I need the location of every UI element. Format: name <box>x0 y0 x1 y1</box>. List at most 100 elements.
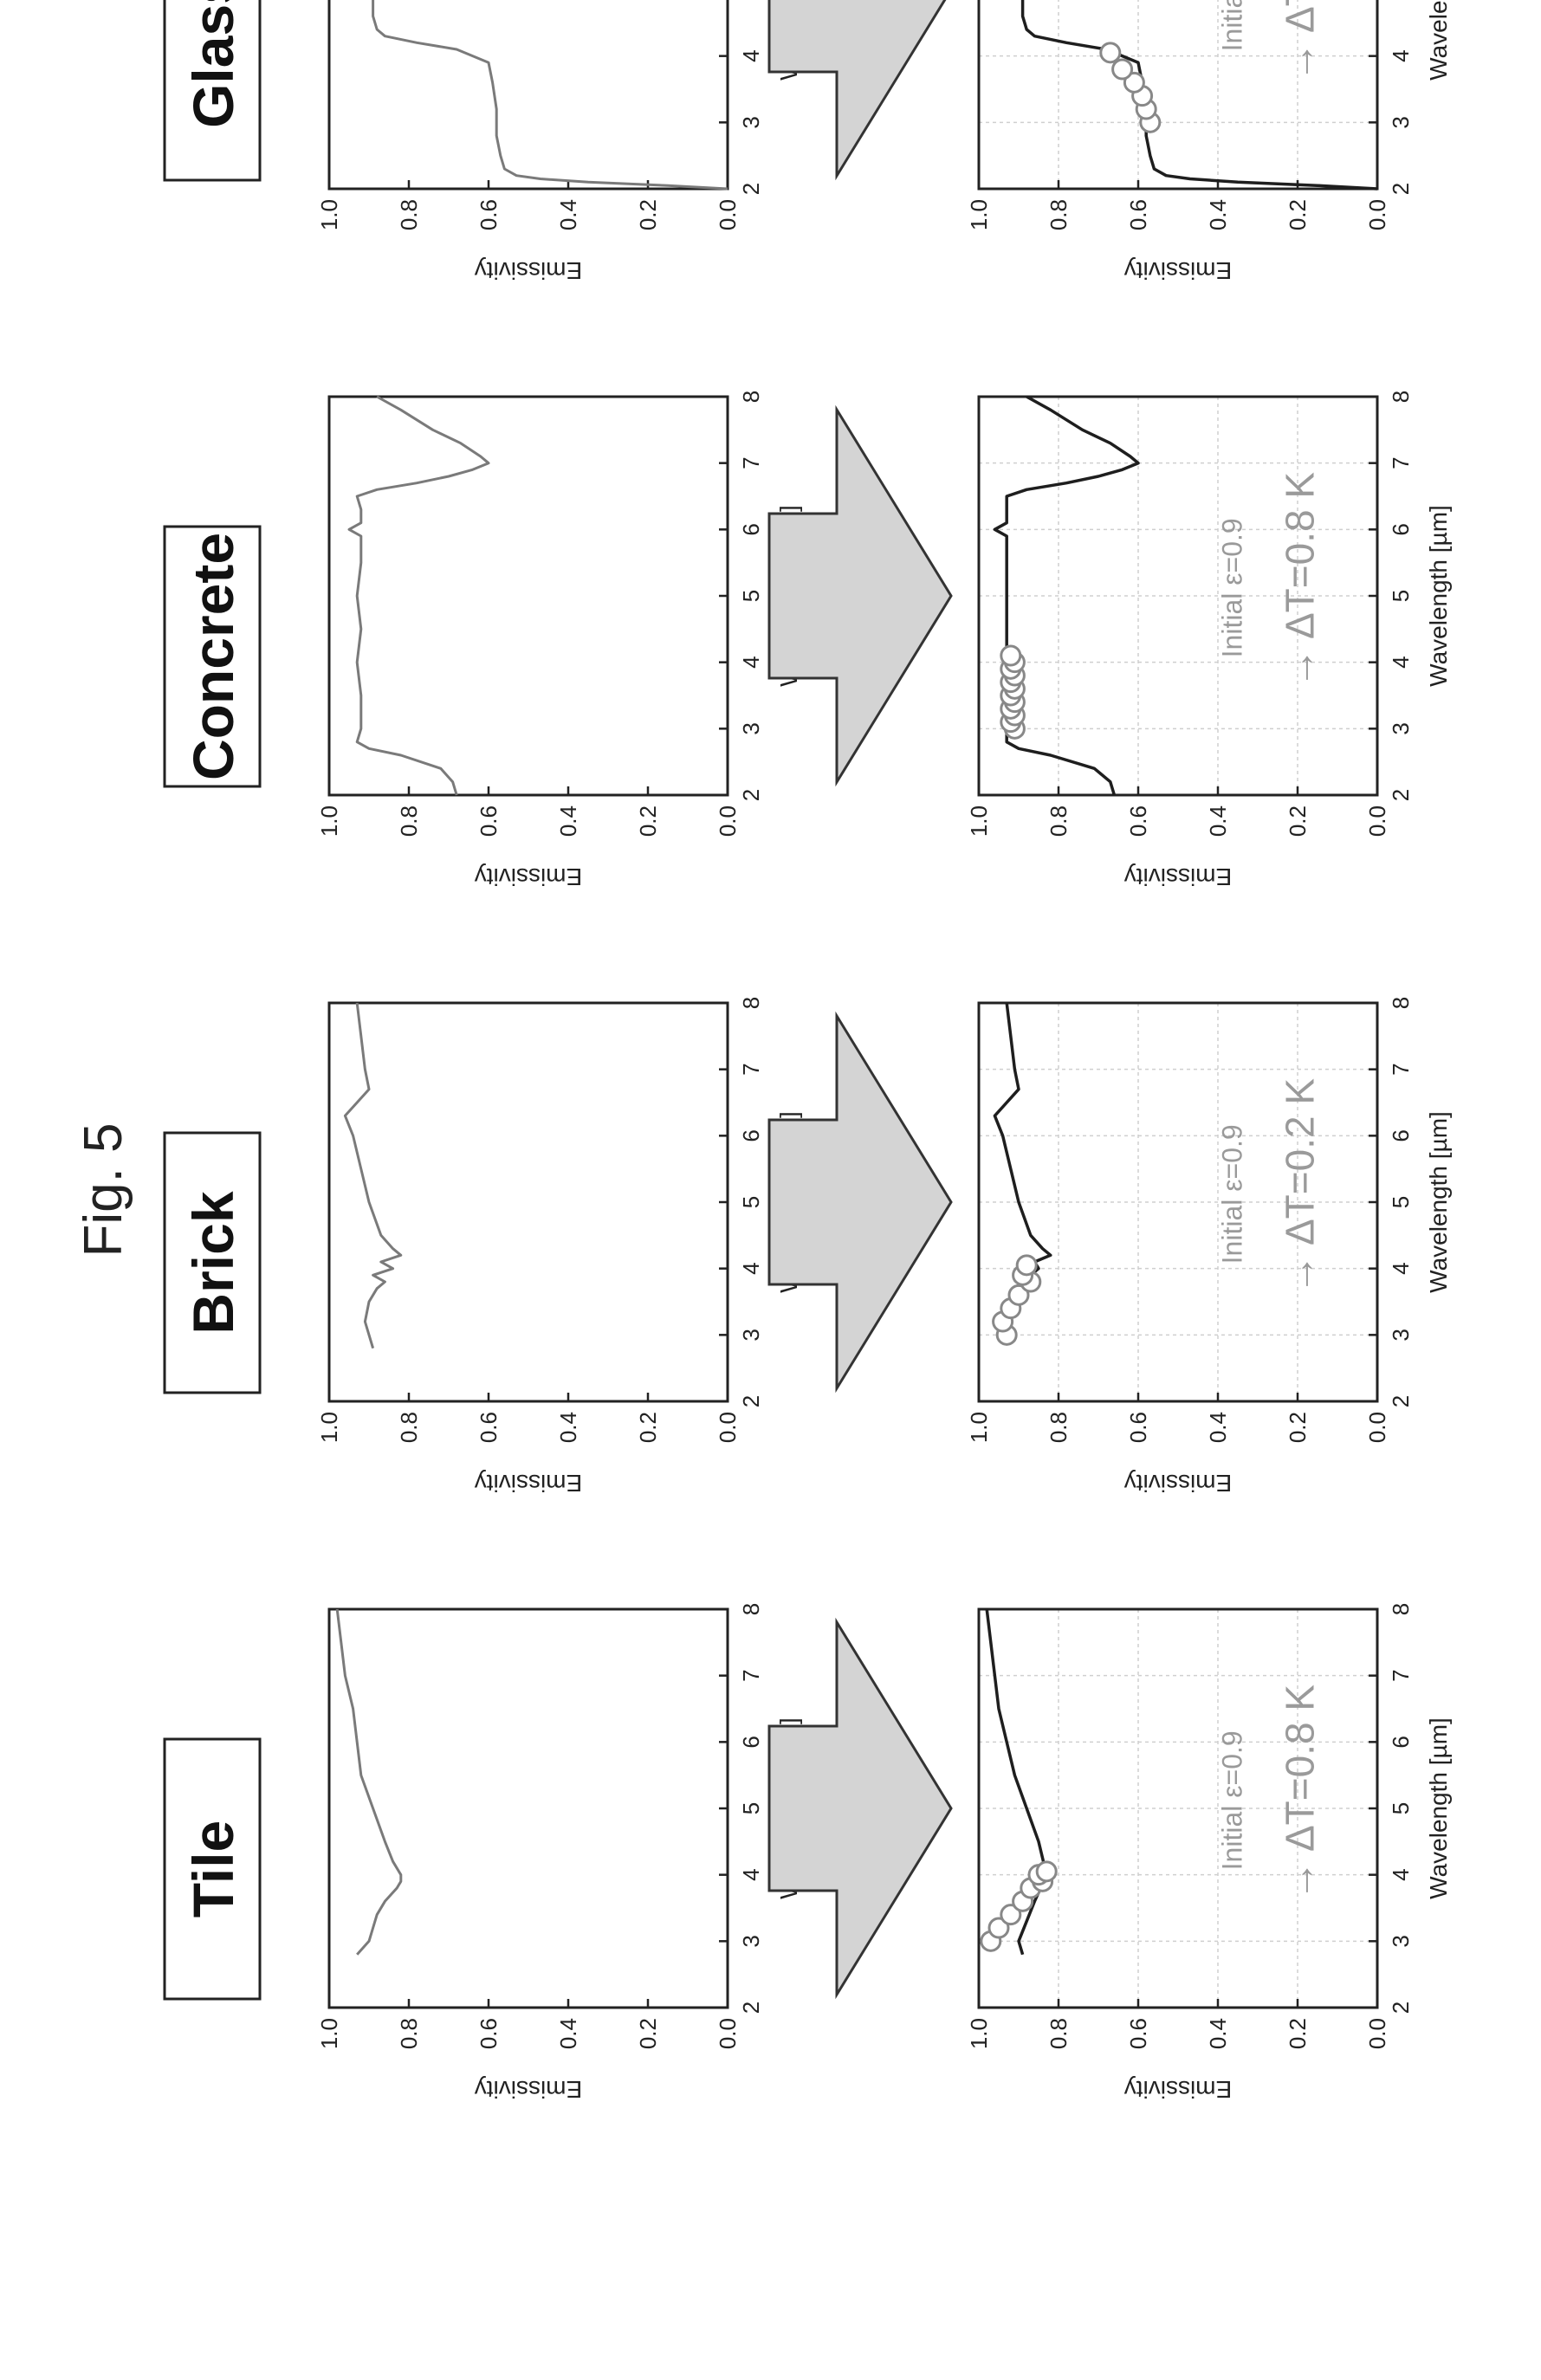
brick-top-ylabel: Emissivity <box>475 1470 582 1497</box>
concrete-annotation-initial: Initial ε=0.9 <box>1217 518 1248 657</box>
brick-top-xtick-label-4: 6 <box>738 1129 764 1141</box>
column-concrete: Concrete 2 3 4 5 6 7 8 0.0 0.2 0.4 0.6 0.8 1.0 Wavelen… <box>163 391 1452 890</box>
glass-circle-5 <box>1099 42 1122 64</box>
brick-bot-ytick-label-1: 0.2 <box>1285 1412 1311 1443</box>
tile-bot-xtick-label-3: 5 <box>1388 1802 1414 1814</box>
tile-top-xtick-label-3: 5 <box>738 1802 764 1814</box>
glass-annotation-initial: Initial ε=0.6 <box>1217 0 1248 51</box>
brick-circle-6 <box>1015 1254 1038 1277</box>
tile-bot-xtick-label-2: 4 <box>1388 1868 1414 1880</box>
glass-bot-ytick-label-0: 0.0 <box>1364 199 1390 230</box>
concrete-circle-11 <box>1000 644 1022 667</box>
glass-top-ytick-label-3: 0.6 <box>476 199 502 230</box>
glass-top-ytick-label-0: 0.0 <box>715 199 741 230</box>
concrete-bot-ytick-label-4: 0.8 <box>1046 805 1072 837</box>
brick-bot-xtick-label-0: 2 <box>1388 1395 1414 1407</box>
glass-bot-axes-frame <box>977 0 1379 191</box>
tile-top-xtick-label-5: 7 <box>738 1669 764 1681</box>
glass-label: Glass <box>181 0 245 128</box>
column-brick: Brick 2 3 4 5 6 7 8 0.0 0.2 0.4 0.6 0.8 1.0 Wavelength… <box>163 997 1452 1497</box>
concrete-bot-ytick-label-3: 0.6 <box>1125 805 1151 837</box>
tile-bot-xtick-label-1: 3 <box>1388 1935 1414 1947</box>
concrete-label: Concrete <box>181 533 245 780</box>
concrete-bot-xtick-label-0: 2 <box>1388 789 1414 801</box>
figure-title: Fig. 5 <box>74 1122 133 1257</box>
concrete-top-xtick-label-0: 2 <box>738 789 764 801</box>
brick-top-ytick-label-2: 0.4 <box>555 1412 581 1443</box>
brick-annotation-delta: → ΔT=0.2 K <box>1277 1078 1322 1295</box>
tile-bot-ytick-label-2: 0.4 <box>1205 2018 1231 2049</box>
tile-fitted-line <box>985 1608 1048 1956</box>
concrete-bot-xtick-label-4: 6 <box>1388 523 1414 535</box>
brick-fitted-line <box>993 1002 1052 1283</box>
brick-fitted-plot: 2 3 4 5 6 7 8 0.0 0.2 0.4 0.6 0.8 1.0 Wavelength [µm]… <box>966 997 1452 1497</box>
glass-bot-xtick-label-2: 4 <box>1388 49 1414 61</box>
brick-bot-ytick-label-0: 0.0 <box>1364 1412 1390 1443</box>
concrete-bot-ytick-label-5: 1.0 <box>966 805 992 837</box>
brick-top-xtick-label-6: 8 <box>738 997 764 1009</box>
material-columns: Tile 2 3 4 5 6 7 8 0.0 0.2 0.4 0.6 0.8 1.0 Wavelength … <box>163 0 1452 2103</box>
tile-top-xtick-label-6: 8 <box>738 1603 764 1615</box>
brick-label: Brick <box>181 1191 245 1334</box>
glass-bot-ytick-label-4: 0.8 <box>1046 199 1072 230</box>
tile-bot-xtick-label-0: 2 <box>1388 2002 1414 2014</box>
concrete-annotation-delta: → ΔT=0.8 K <box>1277 472 1322 689</box>
tile-bot-ytick-label-1: 0.2 <box>1285 2018 1311 2049</box>
tile-bot-ytick-label-5: 1.0 <box>966 2018 992 2049</box>
glass-circle-3 <box>1123 71 1145 94</box>
concrete-bot-xtick-label-2: 4 <box>1388 656 1414 668</box>
tile-fitted-plot: 2 3 4 5 6 7 8 0.0 0.2 0.4 0.6 0.8 1.0 Wavelength [µm]… <box>966 1603 1452 2103</box>
tile-label: Tile <box>181 1821 245 1918</box>
glass-top-ytick-label-4: 0.8 <box>396 199 422 230</box>
brick-top-ytick-label-0: 0.0 <box>715 1412 741 1443</box>
concrete-measured-line <box>347 395 490 796</box>
concrete-top-xtick-label-6: 8 <box>738 391 764 403</box>
concrete-bot-ylabel: Emissivity <box>1124 863 1232 890</box>
brick-top-xtick-label-1: 3 <box>738 1329 764 1341</box>
concrete-bot-xtick-label-5: 7 <box>1388 456 1414 469</box>
tile-annotation-initial: Initial ε=0.9 <box>1217 1730 1248 1870</box>
tile-bot-xlabel: Wavelength [µm] <box>1425 1717 1452 1899</box>
glass-bot-ytick-label-5: 1.0 <box>966 199 992 230</box>
tile-bot-xtick-label-6: 8 <box>1388 1603 1414 1615</box>
tile-bot-ylabel: Emissivity <box>1124 2076 1232 2103</box>
brick-bot-ylabel: Emissivity <box>1124 1470 1232 1497</box>
concrete-top-ytick-label-1: 0.2 <box>635 805 661 837</box>
tile-bot-ytick-label-3: 0.6 <box>1125 2018 1151 2049</box>
tile-top-ytick-label-0: 0.0 <box>715 2018 741 2049</box>
brick-bot-xlabel: Wavelength [µm] <box>1425 1111 1452 1293</box>
tile-bot-xtick-label-4: 6 <box>1388 1736 1414 1748</box>
tile-top-xtick-label-1: 3 <box>738 1935 764 1947</box>
brick-top-axes-frame <box>327 1001 729 1403</box>
glass-top-xtick-label-0: 2 <box>738 183 764 195</box>
brick-bot-ytick-label-2: 0.4 <box>1205 1412 1231 1443</box>
glass-top-axes-frame <box>327 0 729 191</box>
brick-bot-ytick-label-4: 0.8 <box>1046 1412 1072 1443</box>
tile-circle-7 <box>1035 1860 1058 1883</box>
glass-bot-ytick-label-2: 0.4 <box>1205 199 1231 230</box>
tile-top-ytick-label-3: 0.6 <box>476 2018 502 2049</box>
glass-bot-ytick-label-1: 0.2 <box>1285 199 1311 230</box>
brick-arrow <box>767 1011 953 1394</box>
brick-bot-ytick-label-5: 1.0 <box>966 1412 992 1443</box>
concrete-bot-ytick-label-2: 0.4 <box>1205 805 1231 837</box>
brick-bot-xtick-label-3: 5 <box>1388 1196 1414 1208</box>
glass-top-ytick-label-5: 1.0 <box>316 199 342 230</box>
tile-top-ytick-label-2: 0.4 <box>555 2018 581 2049</box>
tile-top-xtick-label-0: 2 <box>738 2002 764 2014</box>
glass-bot-xtick-label-0: 2 <box>1388 183 1414 195</box>
brick-top-xtick-label-5: 7 <box>738 1063 764 1075</box>
brick-bot-ytick-label-3: 0.6 <box>1125 1412 1151 1443</box>
brick-top-ytick-label-5: 1.0 <box>316 1412 342 1443</box>
brick-annotation-initial: Initial ε=0.9 <box>1217 1124 1248 1264</box>
tile-top-ytick-label-4: 0.8 <box>396 2018 422 2049</box>
tile-measured-line <box>335 1608 403 1956</box>
concrete-fitted-plot: 2 3 4 5 6 7 8 0.0 0.2 0.4 0.6 0.8 1.0 Wavelength [µm]… <box>966 391 1452 890</box>
concrete-bot-ytick-label-0: 0.0 <box>1364 805 1390 837</box>
brick-top-xtick-label-2: 4 <box>738 1262 764 1274</box>
glass-top-ytick-label-2: 0.4 <box>555 199 581 230</box>
